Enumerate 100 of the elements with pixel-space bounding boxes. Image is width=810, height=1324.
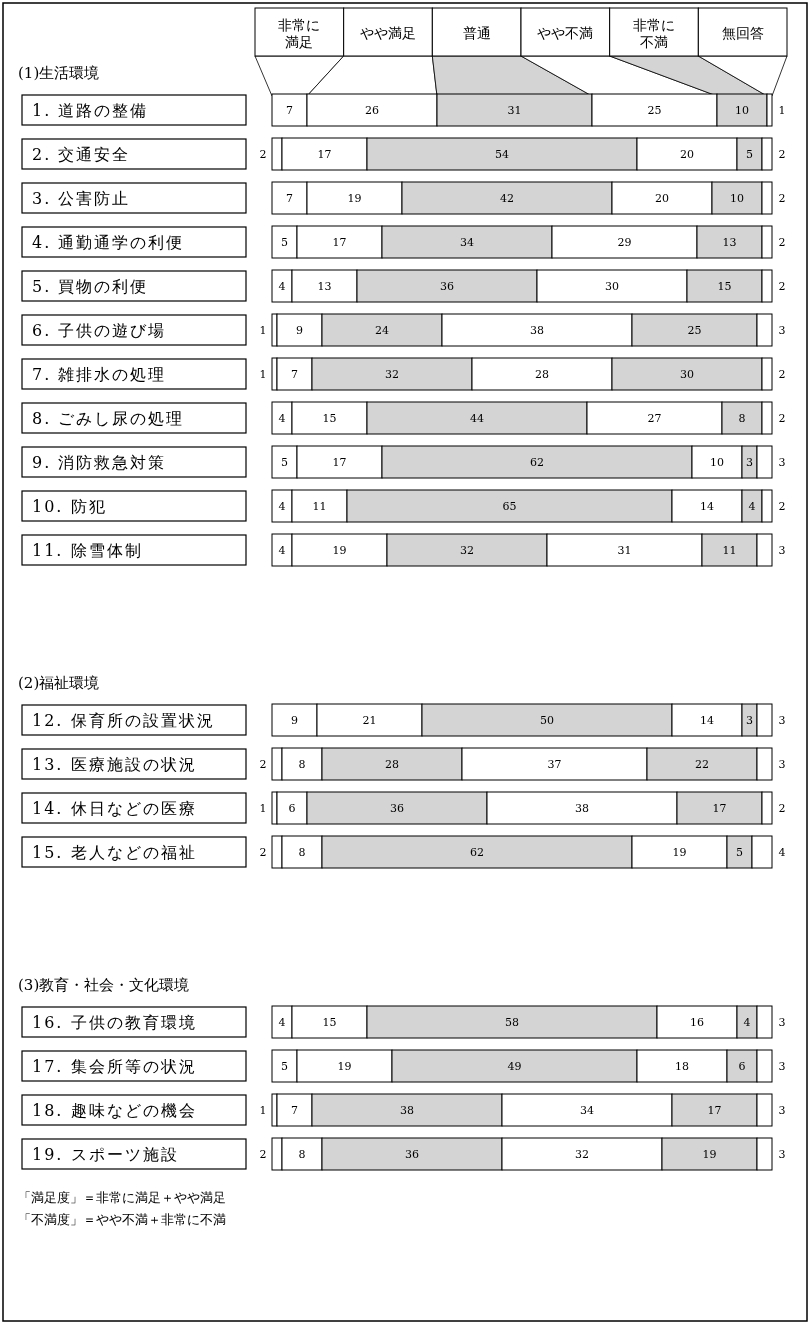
y-tick-label: 8. ごみし尿の処理 bbox=[32, 409, 185, 428]
data-label: 4 bbox=[278, 1016, 286, 1029]
text: (1)生活環境 bbox=[18, 64, 100, 82]
data-label: 22 bbox=[695, 758, 709, 771]
data-label: 3 bbox=[778, 456, 786, 469]
data-label: 13 bbox=[317, 280, 332, 293]
data-label: 8 bbox=[298, 846, 306, 859]
data-label: 1 bbox=[259, 368, 267, 381]
data-label: 31 bbox=[507, 104, 522, 117]
data-label: 7 bbox=[286, 192, 293, 205]
data-label: 3 bbox=[778, 544, 786, 557]
data-label: 6 bbox=[288, 802, 296, 815]
data-label: 9 bbox=[291, 714, 298, 727]
text: 無回答 bbox=[721, 25, 764, 41]
y-tick-label: 13. 医療施設の状況 bbox=[32, 755, 197, 774]
data-label: 16 bbox=[690, 1016, 704, 1029]
data-label: 4 bbox=[748, 500, 756, 513]
data-label: 65 bbox=[502, 500, 517, 513]
data-label: 62 bbox=[470, 846, 484, 859]
text: やや満足 bbox=[360, 25, 416, 41]
data-label: 36 bbox=[440, 280, 454, 293]
data-label: 58 bbox=[505, 1016, 519, 1029]
data-label: 24 bbox=[375, 324, 389, 337]
y-tick-label: 16. 子供の教育環境 bbox=[32, 1013, 197, 1032]
data-label: 5 bbox=[281, 1060, 288, 1073]
data-label: 2 bbox=[778, 148, 786, 161]
y-tick-label: 18. 趣味などの機会 bbox=[32, 1101, 197, 1120]
data-label: 34 bbox=[460, 236, 474, 249]
data-label: 62 bbox=[530, 456, 544, 469]
data-label: 3 bbox=[778, 1148, 786, 1161]
y-tick-label: 9. 消防救急対策 bbox=[32, 453, 167, 472]
y-tick-label: 10. 防犯 bbox=[32, 497, 107, 516]
data-label: 29 bbox=[617, 236, 632, 249]
text: 「不満度」＝やや不満＋非常に不満 bbox=[18, 1212, 226, 1227]
data-label: 8 bbox=[298, 1148, 306, 1161]
y-tick-label: 1. 道路の整備 bbox=[32, 101, 149, 120]
data-label: 5 bbox=[281, 456, 288, 469]
data-label: 15 bbox=[322, 412, 337, 425]
data-label: 2 bbox=[778, 802, 786, 815]
data-label: 3 bbox=[778, 1060, 786, 1073]
data-label: 2 bbox=[778, 280, 786, 293]
data-label: 20 bbox=[655, 192, 669, 205]
data-label: 10 bbox=[735, 104, 749, 117]
data-label: 11 bbox=[722, 544, 737, 557]
data-label: 26 bbox=[365, 104, 379, 117]
data-label: 14 bbox=[700, 500, 714, 513]
data-label: 42 bbox=[500, 192, 514, 205]
data-label: 28 bbox=[385, 758, 399, 771]
data-label: 17 bbox=[317, 148, 332, 161]
text: 非常に不満 bbox=[633, 16, 675, 50]
data-label: 54 bbox=[495, 148, 509, 161]
data-label: 2 bbox=[778, 500, 786, 513]
data-label: 3 bbox=[778, 1016, 786, 1029]
y-tick-label: 14. 休日などの医療 bbox=[32, 799, 197, 818]
data-label: 4 bbox=[743, 1016, 751, 1029]
data-label: 2 bbox=[778, 236, 786, 249]
data-label: 19 bbox=[702, 1148, 717, 1161]
data-label: 50 bbox=[540, 714, 554, 727]
data-label: 5 bbox=[746, 148, 753, 161]
data-label: 25 bbox=[647, 104, 662, 117]
y-tick-label: 19. スポーツ施設 bbox=[32, 1145, 179, 1164]
data-label: 17 bbox=[707, 1104, 722, 1117]
data-label: 31 bbox=[617, 544, 632, 557]
data-label: 27 bbox=[647, 412, 662, 425]
data-label: 3 bbox=[778, 1104, 786, 1117]
data-label: 37 bbox=[547, 758, 562, 771]
data-label: 10 bbox=[730, 192, 744, 205]
data-label: 3 bbox=[778, 714, 786, 727]
y-tick-label: 12. 保育所の設置状況 bbox=[32, 711, 215, 730]
data-label: 3 bbox=[746, 456, 753, 469]
y-tick-label: 7. 雑排水の処理 bbox=[32, 365, 167, 384]
data-label: 8 bbox=[298, 758, 306, 771]
data-label: 4 bbox=[778, 846, 786, 859]
y-tick-label: 4. 通勤通学の利便 bbox=[32, 233, 185, 252]
y-tick-label: 15. 老人などの福祉 bbox=[32, 843, 197, 862]
data-label: 7 bbox=[291, 368, 298, 381]
data-label: 19 bbox=[347, 192, 362, 205]
data-label: 38 bbox=[575, 802, 589, 815]
data-label: 32 bbox=[460, 544, 474, 557]
data-label: 4 bbox=[278, 544, 286, 557]
data-label: 6 bbox=[738, 1060, 746, 1073]
data-label: 21 bbox=[362, 714, 377, 727]
data-label: 4 bbox=[278, 500, 286, 513]
data-label: 32 bbox=[385, 368, 399, 381]
data-label: 15 bbox=[322, 1016, 337, 1029]
y-tick-label: 11. 除雪体制 bbox=[32, 541, 143, 560]
y-tick-label: 2. 交通安全 bbox=[32, 145, 131, 164]
data-label: 17 bbox=[712, 802, 727, 815]
data-label: 3 bbox=[778, 324, 786, 337]
data-label: 11 bbox=[312, 500, 327, 513]
data-label: 1 bbox=[259, 802, 267, 815]
text: 普通 bbox=[462, 25, 491, 41]
data-label: 30 bbox=[680, 368, 694, 381]
data-label: 49 bbox=[507, 1060, 522, 1073]
data-label: 9 bbox=[296, 324, 303, 337]
data-label: 8 bbox=[738, 412, 746, 425]
data-label: 25 bbox=[687, 324, 702, 337]
y-tick-label: 6. 子供の遊び場 bbox=[32, 321, 167, 340]
data-label: 19 bbox=[332, 544, 347, 557]
data-label: 4 bbox=[278, 280, 286, 293]
